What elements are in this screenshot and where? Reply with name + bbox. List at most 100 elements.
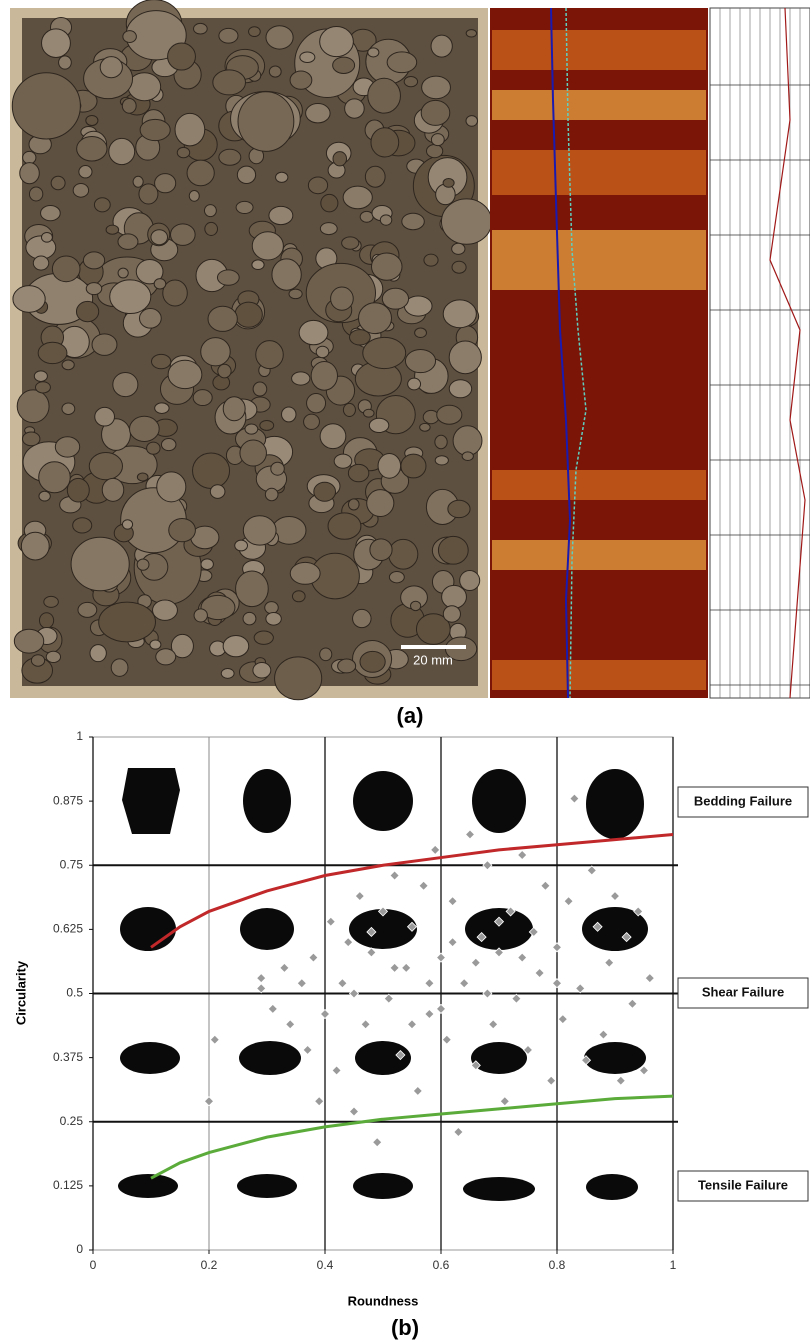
rock (452, 261, 466, 273)
grain (239, 1041, 301, 1075)
rock (31, 655, 44, 667)
rock (441, 199, 491, 244)
annotation: Tensile Failure (698, 1177, 788, 1192)
rock (133, 176, 143, 187)
x-axis-label: Roundness (348, 1293, 419, 1308)
rock (353, 609, 372, 627)
rock (333, 152, 347, 166)
rock (345, 99, 365, 118)
rock (348, 499, 359, 510)
y-tick-label: 0.125 (53, 1178, 83, 1192)
rock (39, 491, 50, 501)
rock (175, 113, 205, 145)
rock (363, 337, 406, 368)
rock (321, 194, 338, 211)
rock (282, 407, 296, 422)
rock (380, 215, 391, 225)
rock (171, 224, 196, 246)
rock (290, 71, 312, 89)
rock (210, 485, 225, 499)
rock (13, 286, 45, 313)
grain (586, 1174, 638, 1200)
rock (78, 602, 97, 617)
rock (292, 372, 310, 385)
rock (150, 640, 161, 649)
rock (369, 418, 388, 432)
rock (204, 205, 216, 217)
rock (102, 478, 124, 501)
rock (235, 540, 248, 551)
rock (51, 176, 65, 189)
rock (189, 190, 199, 201)
rock (106, 225, 119, 234)
log-band (492, 90, 706, 120)
rock (265, 602, 279, 614)
rock (371, 253, 402, 280)
rock (236, 571, 269, 607)
log-band (492, 470, 706, 500)
rock (348, 464, 368, 481)
rock (408, 378, 421, 390)
rock (100, 57, 122, 78)
rock (253, 382, 267, 396)
rock (389, 539, 418, 569)
rock (272, 259, 301, 290)
grain (237, 1174, 297, 1198)
rock (448, 500, 470, 517)
rock (269, 206, 293, 224)
log-band (492, 230, 706, 290)
rock (35, 382, 50, 393)
rock (449, 341, 481, 374)
rock (331, 287, 354, 310)
rock (378, 453, 401, 478)
rock (452, 243, 465, 254)
rock (289, 289, 302, 299)
rock (39, 613, 53, 629)
rock (370, 539, 392, 561)
rock (252, 260, 264, 270)
rock (260, 420, 274, 430)
rock (208, 306, 237, 331)
rock (365, 166, 385, 187)
rock (73, 518, 92, 533)
figure: 20 mm (a) 00.1250.250.3750.50.6250.750.8… (0, 0, 810, 1343)
rock (266, 26, 293, 49)
y-tick-label: 1 (76, 729, 83, 743)
rock (62, 360, 74, 370)
rock (387, 52, 417, 73)
rock (221, 669, 234, 679)
rock (371, 128, 399, 157)
grain (243, 769, 291, 833)
rock (201, 559, 213, 570)
rock (275, 657, 322, 700)
rock (389, 572, 404, 583)
rock (77, 137, 107, 162)
rock (462, 452, 473, 461)
log-band (492, 150, 706, 195)
rock (76, 301, 98, 321)
rock (300, 52, 315, 63)
rock (17, 390, 49, 423)
rock (86, 115, 98, 125)
y-tick-label: 0.625 (53, 922, 83, 936)
rock (342, 237, 359, 249)
rock (41, 205, 61, 220)
rock (431, 134, 444, 146)
grain (355, 1041, 411, 1075)
rock (44, 596, 59, 607)
scale-bar-label: 20 mm (413, 652, 453, 667)
panel-label: (b) (391, 1315, 419, 1340)
rock (338, 659, 356, 673)
rock (83, 252, 104, 269)
rock (265, 488, 278, 500)
rock (21, 532, 49, 560)
rock (466, 116, 478, 127)
rock (256, 341, 284, 369)
rock (154, 279, 166, 289)
grain (120, 1042, 180, 1074)
rock (435, 456, 448, 465)
rock (271, 462, 285, 475)
rock (427, 145, 443, 158)
rock (382, 288, 408, 309)
rock (147, 442, 160, 454)
